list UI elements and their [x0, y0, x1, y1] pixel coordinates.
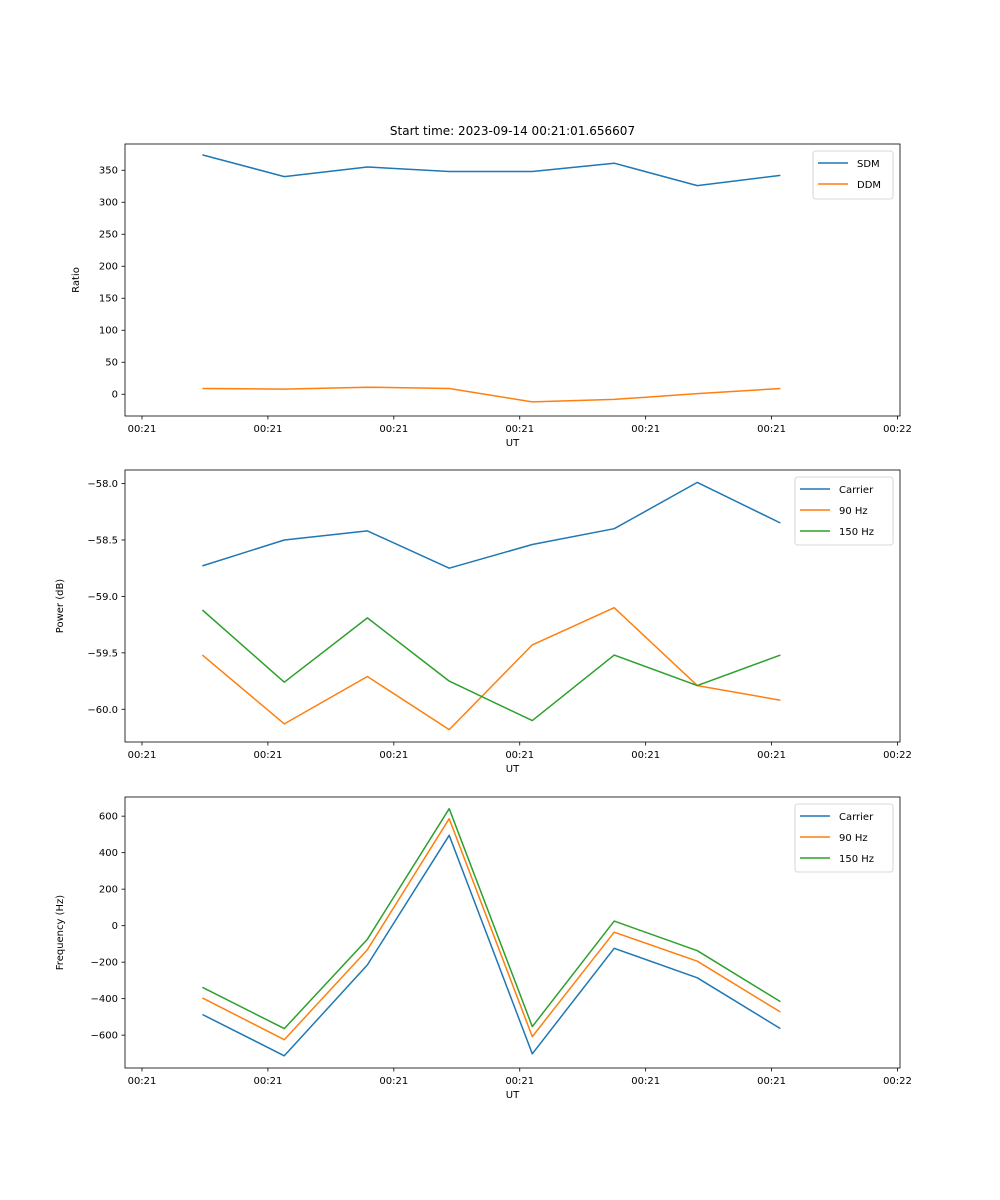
legend-item: DDM [818, 180, 881, 191]
x-tick-label: 00:21 [505, 750, 534, 761]
x-tick-label: 00:21 [757, 1076, 786, 1087]
y-tick-label: −59.0 [87, 592, 118, 603]
x-tick-label: 00:22 [883, 750, 912, 761]
legend: Carrier 90 Hz 150 Hz [794, 803, 894, 873]
subplot-1: 00:21 00:21 00:21 00:21 00:21 00:21 00:22 UT 0 50… [71, 143, 912, 449]
y-tick-label: −600 [91, 1031, 118, 1042]
x-tick-label: 00:21 [253, 1076, 282, 1087]
y-tick-label: 100 [99, 326, 118, 337]
x-tick-label: 00:21 [379, 1076, 408, 1087]
series-line-90-hz [202, 817, 781, 1041]
y-tick-label: 50 [105, 358, 118, 369]
legend-item: Carrier [800, 812, 874, 823]
legend-box [812, 150, 894, 200]
x-tick-label: 00:21 [631, 424, 660, 435]
legend-label: Carrier [839, 812, 874, 823]
y-tick-label: 350 [99, 166, 118, 177]
y-tick-label: 0 [112, 921, 118, 932]
x-tick-label: 00:21 [128, 1076, 157, 1087]
legend-box [794, 476, 894, 546]
y-tick-label: −58.0 [87, 479, 118, 490]
y-tick-label: −58.5 [87, 535, 118, 546]
x-tick-label: 00:21 [253, 424, 282, 435]
figure-title: Start time: 2023-09-14 00:21:01.656607 [390, 124, 635, 138]
legend-item: 150 Hz [800, 527, 874, 538]
x-axis-label: UT [506, 438, 520, 449]
series-line-150-hz [202, 807, 781, 1030]
y-axis-label: Power (dB) [55, 579, 66, 634]
x-tick-label: 00:21 [505, 1076, 534, 1087]
axes-frame [124, 469, 901, 743]
legend-label: 150 Hz [839, 527, 874, 538]
series-line-150-hz [201, 609, 781, 722]
series-line-carrier [202, 834, 781, 1057]
x-tick-label: 00:21 [253, 750, 282, 761]
axes-frame [124, 143, 901, 417]
y-tick-label: 0 [112, 390, 118, 401]
axes-frame [124, 796, 901, 1069]
legend-box [794, 803, 894, 873]
series-line-sdm [202, 154, 781, 187]
y-tick-label: −59.5 [87, 648, 118, 659]
subplot-2: 00:21 00:21 00:21 00:21 00:21 00:21 00:22 UT −60… [55, 469, 912, 775]
legend-item: Carrier [800, 485, 874, 496]
x-tick-label: 00:21 [631, 750, 660, 761]
y-tick-label: −200 [91, 958, 118, 969]
subplots: 00:21 00:21 00:21 00:21 00:21 00:21 00:22 UT 0 50… [55, 143, 912, 1101]
x-tick-label: 00:21 [379, 424, 408, 435]
legend: SDM DDM [812, 150, 894, 200]
subplot-3: 00:21 00:21 00:21 00:21 00:21 00:21 00:22 UT −60… [55, 796, 912, 1101]
y-tick-label: 200 [99, 262, 118, 273]
series-line-90-hz [201, 606, 781, 731]
x-axis-label: UT [506, 1090, 520, 1101]
legend-label: 90 Hz [839, 506, 868, 517]
x-tick-label: 00:21 [631, 1076, 660, 1087]
y-tick-label: 300 [99, 198, 118, 209]
y-tick-label: 250 [99, 230, 118, 241]
y-tick-label: 600 [99, 812, 118, 823]
x-tick-label: 00:21 [505, 424, 534, 435]
legend-label: SDM [857, 159, 880, 170]
legend: Carrier 90 Hz 150 Hz [794, 476, 894, 546]
series-line-ddm [202, 386, 781, 403]
series-line-carrier [202, 481, 781, 569]
legend-label: 150 Hz [839, 854, 874, 865]
x-tick-label: 00:21 [379, 750, 408, 761]
legend-item: 90 Hz [800, 833, 868, 844]
y-tick-label: 400 [99, 848, 118, 859]
y-axis-label: Frequency (Hz) [55, 895, 66, 971]
legend-label: Carrier [839, 485, 874, 496]
y-tick-label: −60.0 [87, 705, 118, 716]
legend-label: DDM [857, 180, 881, 191]
x-axis-label: UT [506, 764, 520, 775]
legend-label: 90 Hz [839, 833, 868, 844]
legend-item: SDM [818, 159, 880, 170]
x-tick-label: 00:21 [757, 750, 786, 761]
y-tick-label: 150 [99, 294, 118, 305]
y-tick-label: −400 [91, 994, 118, 1005]
x-tick-label: 00:21 [128, 424, 157, 435]
legend-item: 90 Hz [800, 506, 868, 517]
y-tick-label: 200 [99, 885, 118, 896]
x-tick-label: 00:21 [128, 750, 157, 761]
x-tick-label: 00:22 [883, 424, 912, 435]
x-tick-label: 00:21 [757, 424, 786, 435]
y-axis-label: Ratio [71, 267, 82, 293]
x-tick-label: 00:22 [883, 1076, 912, 1087]
legend-item: 150 Hz [800, 854, 874, 865]
